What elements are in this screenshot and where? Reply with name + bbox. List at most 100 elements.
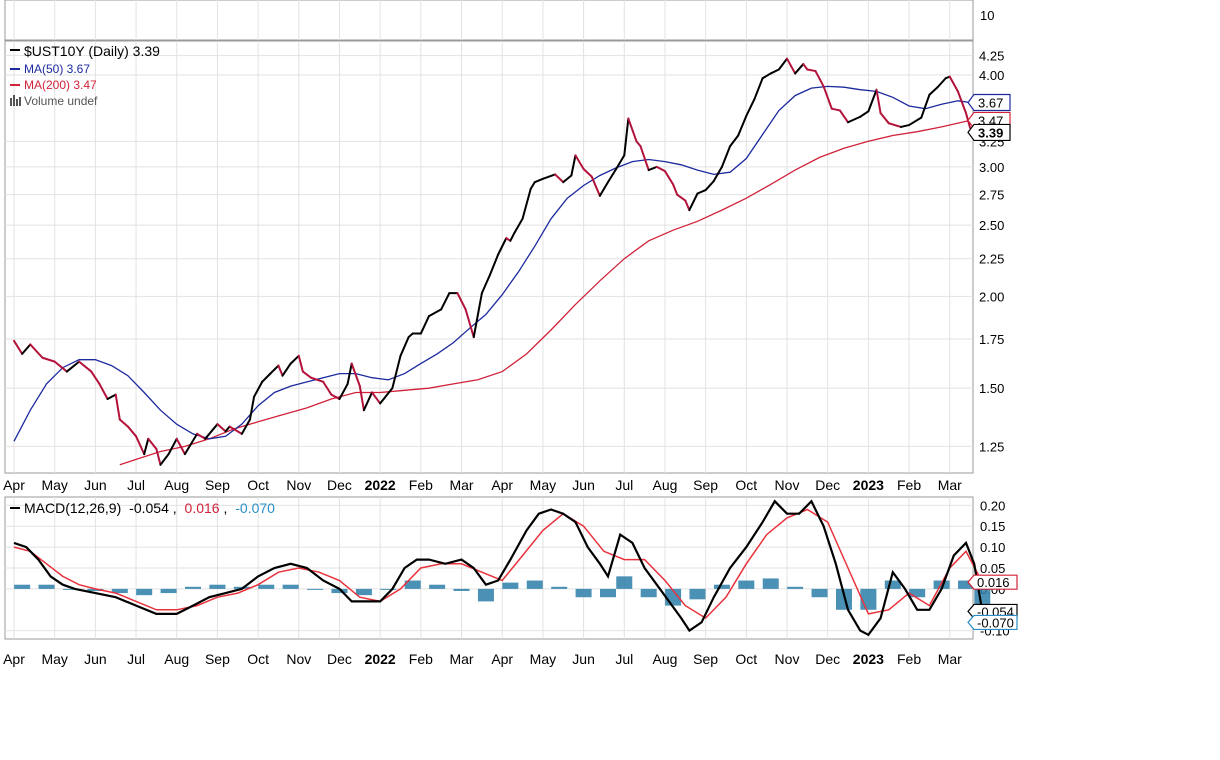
- price-segment: [277, 364, 284, 377]
- histogram-bar: [62, 588, 79, 590]
- histogram-bar: [38, 584, 55, 589]
- price-segment: [606, 168, 618, 184]
- price-segment: [90, 370, 101, 385]
- price-segment: [228, 425, 243, 435]
- price-segment: [497, 237, 508, 256]
- price-segment: [204, 423, 219, 440]
- histogram-bar: [909, 588, 926, 598]
- price-segment: [281, 362, 292, 377]
- y-tick-label: 1.50: [979, 381, 1004, 396]
- y-tick-label: 1.25: [979, 439, 1004, 454]
- histogram-bar: [689, 588, 706, 600]
- price-segment: [472, 292, 483, 339]
- x-tick-label: Dec: [815, 651, 840, 667]
- price-segment: [655, 165, 666, 173]
- price-segment: [309, 376, 325, 383]
- x-tick-label: Jul: [615, 477, 633, 493]
- price-segment: [143, 437, 150, 456]
- x-tick-label: Nov: [286, 651, 311, 667]
- price-segment: [489, 253, 500, 276]
- x-tick-label: Mar: [938, 477, 962, 493]
- x-tick-label: Feb: [409, 651, 433, 667]
- price-x-axis: Apr May Jun Jul Aug Sep Oct Nov Dec 2022 Feb Mar Apr…: [3, 477, 962, 493]
- x-tick-label: 2023: [853, 477, 884, 493]
- price-segment: [126, 425, 138, 438]
- macd-sep-2: ,: [223, 500, 227, 516]
- legend-swatch-price: [10, 49, 20, 51]
- price-segment: [562, 174, 573, 184]
- histogram-bar: [933, 580, 950, 589]
- x-tick-label: Dec: [327, 477, 352, 493]
- histogram-bar: [282, 584, 299, 589]
- y-tick-label: 0.15: [980, 519, 1005, 534]
- series-line-MA(50): [13, 85, 971, 442]
- price-segment: [879, 112, 890, 125]
- price-segment: [147, 437, 158, 450]
- price-segment: [240, 418, 251, 435]
- top-indicator-panel: 10: [4, 0, 994, 41]
- price-segment: [720, 145, 732, 168]
- legend-ma50: MA(50) 3.67: [24, 62, 90, 76]
- x-tick-label: Aug: [652, 651, 677, 667]
- price-segment: [920, 93, 931, 119]
- price-segment: [289, 354, 300, 365]
- x-tick-label: Oct: [247, 651, 269, 667]
- x-tick-label: Oct: [247, 477, 269, 493]
- macd-tag-label: -0.070: [977, 615, 1014, 630]
- price-segment: [21, 343, 32, 355]
- histogram-bar: [331, 588, 348, 594]
- price-segment: [371, 391, 382, 405]
- macd-line-MACD: [13, 499, 984, 637]
- histogram-bar: [958, 580, 975, 589]
- histogram-bar: [307, 588, 324, 590]
- price-segment: [745, 98, 756, 117]
- price-segment: [253, 380, 264, 398]
- price-tag: 3.39: [967, 123, 1011, 142]
- price-segment: [948, 75, 959, 93]
- price-segment: [533, 177, 544, 184]
- price-segment: [822, 85, 833, 110]
- histogram-bar: [258, 584, 275, 589]
- x-tick-label: Oct: [735, 651, 757, 667]
- x-tick-label: Jun: [84, 477, 107, 493]
- price-segment: [806, 68, 817, 73]
- histogram-bar: [380, 588, 397, 590]
- price-segment: [118, 418, 129, 428]
- price-segment: [786, 57, 797, 75]
- macd-value: -0.054: [129, 500, 169, 516]
- price-series-group: [13, 57, 972, 466]
- x-tick-label: Nov: [286, 477, 311, 493]
- histogram-bar: [87, 588, 104, 591]
- x-tick-label: Sep: [205, 651, 230, 667]
- price-segment: [456, 292, 467, 311]
- price-segment: [867, 88, 878, 113]
- price-segment: [627, 117, 638, 143]
- legend-ma200: MA(200) 3.47: [24, 78, 97, 92]
- histogram-bar: [526, 580, 543, 589]
- x-tick-label: Nov: [775, 477, 800, 493]
- price-segment: [582, 168, 593, 178]
- price-segment: [574, 154, 585, 171]
- x-tick-label: Feb: [897, 477, 921, 493]
- price-segment: [301, 370, 312, 379]
- price-segment: [338, 382, 349, 400]
- macd-title: MACD(12,26,9): [24, 500, 121, 516]
- price-segment: [480, 273, 492, 295]
- y-tick-label: 2.25: [979, 252, 1004, 267]
- histogram-bar: [787, 586, 804, 589]
- price-segment: [427, 308, 443, 318]
- histogram-bar: [762, 578, 779, 589]
- price-segment: [183, 432, 199, 456]
- histogram-bar: [185, 586, 202, 589]
- price-segment: [513, 217, 524, 234]
- histogram-bar: [551, 586, 568, 589]
- price-segment: [769, 68, 780, 75]
- macd-hist-value: -0.070: [235, 500, 275, 516]
- histogram-bar: [835, 588, 852, 610]
- x-tick-label: Aug: [164, 651, 189, 667]
- price-segment: [908, 116, 923, 127]
- histogram-bar: [713, 584, 730, 589]
- price-segment: [672, 183, 679, 196]
- x-tick-label: Dec: [327, 651, 352, 667]
- price-segment: [554, 173, 565, 184]
